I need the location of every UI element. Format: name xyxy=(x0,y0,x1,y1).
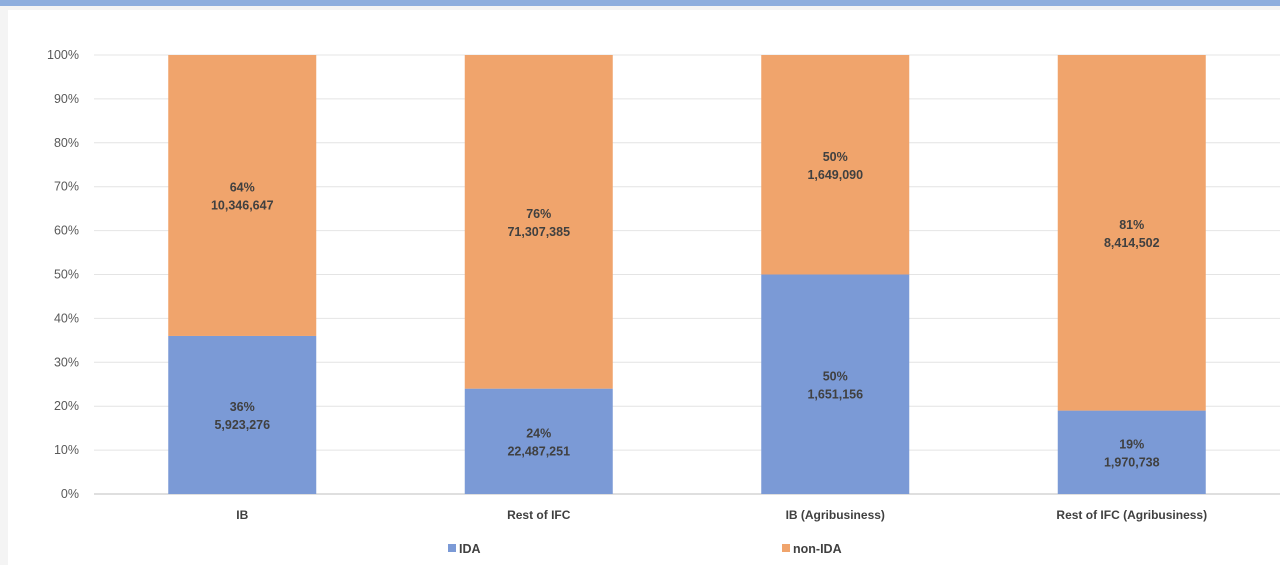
legend-label: non-IDA xyxy=(793,542,842,556)
bar-segment-non-ida xyxy=(761,55,910,275)
y-tick-label: 10% xyxy=(54,443,79,457)
data-label-percent: 64% xyxy=(230,180,255,194)
data-label-percent: 50% xyxy=(823,150,848,164)
data-label-value: 71,307,385 xyxy=(507,225,570,239)
y-tick-label: 60% xyxy=(54,224,79,238)
y-tick-label: 80% xyxy=(54,136,79,150)
data-label-percent: 50% xyxy=(823,369,848,383)
data-label-percent: 36% xyxy=(230,400,255,414)
stacked-bar-chart: 0% 10% 20% 30% 40% 50% 60% 70% 80% 90% 100% 36% 5,92… xyxy=(47,48,1280,556)
data-label-value: 5,923,276 xyxy=(214,418,270,432)
y-tick-label: 20% xyxy=(54,399,79,413)
chart-panel: 0% 10% 20% 30% 40% 50% 60% 70% 80% 90% 100% 36% 5,92… xyxy=(8,10,1280,565)
y-tick-label: 30% xyxy=(54,355,79,369)
data-label-value: 1,651,156 xyxy=(807,387,863,401)
bar-segment-non-ida xyxy=(168,55,317,336)
bar-segment-ida xyxy=(1057,410,1206,494)
data-label-value: 1,970,738 xyxy=(1104,455,1160,469)
bar-segment-non-ida xyxy=(1057,55,1206,411)
data-label-percent: 81% xyxy=(1119,218,1144,232)
y-tick-label: 100% xyxy=(47,48,79,62)
x-category-label: Rest of IFC (Agribusiness) xyxy=(1056,508,1207,522)
y-tick-label: 40% xyxy=(54,311,79,325)
y-tick-label: 70% xyxy=(54,180,79,194)
bar-segment-ida xyxy=(761,274,910,494)
y-tick-label: 50% xyxy=(54,268,79,282)
bar-segment-ida xyxy=(464,388,613,494)
top-accent-bar xyxy=(0,0,1280,6)
data-label-value: 8,414,502 xyxy=(1104,236,1160,250)
y-tick-label: 0% xyxy=(61,487,79,501)
x-category-label: IB xyxy=(236,508,248,522)
y-tick-label: 90% xyxy=(54,92,79,106)
data-label-value: 22,487,251 xyxy=(507,444,570,458)
data-label-value: 10,346,647 xyxy=(211,198,274,212)
x-category-label: Rest of IFC xyxy=(507,508,571,522)
bar-segment-non-ida xyxy=(464,55,613,389)
data-label-value: 1,649,090 xyxy=(807,168,863,182)
bar-segment-ida xyxy=(168,335,317,494)
x-category-label: IB (Agribusiness) xyxy=(786,508,885,522)
data-label-percent: 24% xyxy=(526,426,551,440)
legend-label: IDA xyxy=(459,542,481,556)
legend-swatch xyxy=(782,544,790,552)
data-label-percent: 76% xyxy=(526,207,551,221)
legend-swatch xyxy=(448,544,456,552)
data-label-percent: 19% xyxy=(1119,437,1144,451)
